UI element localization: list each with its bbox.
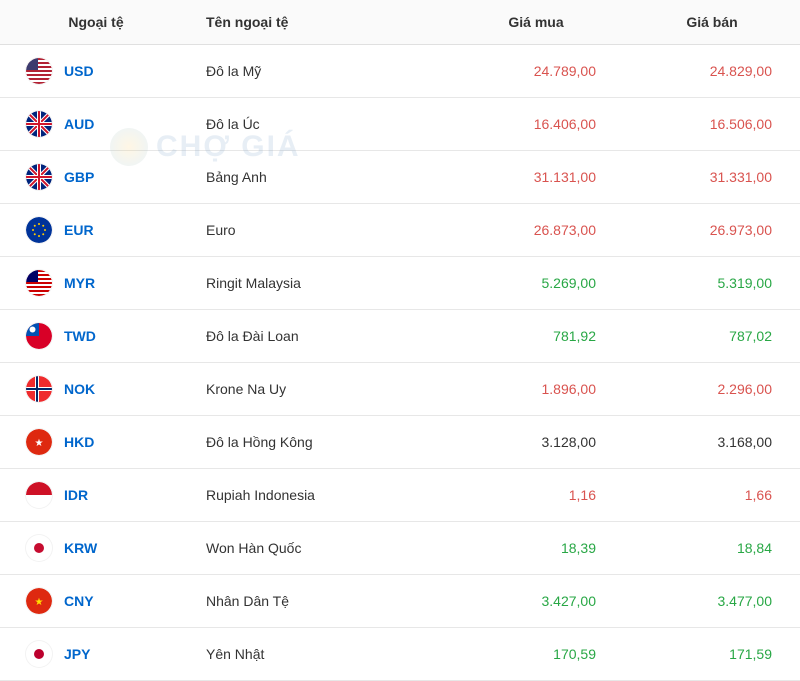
cell-buy: 1.896,00	[448, 363, 624, 416]
cell-name: Đô la Đài Loan	[192, 310, 448, 363]
currency-rates-table: Ngoại tệ Tên ngoại tệ Giá mua Giá bán US…	[0, 0, 800, 681]
cell-sell: 18,84	[624, 522, 800, 575]
table-row: NOK Krone Na Uy 1.896,00 2.296,00	[0, 363, 800, 416]
cell-currency: ★ CNY	[0, 575, 192, 628]
table-row: IDR Rupiah Indonesia 1,16 1,66	[0, 469, 800, 522]
currency-code-link[interactable]: KRW	[64, 540, 97, 556]
cell-sell: 2.296,00	[624, 363, 800, 416]
cell-currency: IDR	[0, 469, 192, 522]
table-row: KRW Won Hàn Quốc 18,39 18,84	[0, 522, 800, 575]
currency-code-link[interactable]: GBP	[64, 169, 94, 185]
currency-code-link[interactable]: CNY	[64, 593, 94, 609]
cell-currency: NOK	[0, 363, 192, 416]
flag-icon: ★	[26, 588, 52, 614]
cell-currency: TWD	[0, 310, 192, 363]
currency-code-link[interactable]: USD	[64, 63, 94, 79]
cell-currency: KRW	[0, 522, 192, 575]
cell-name: Đô la Úc	[192, 98, 448, 151]
cell-sell: 26.973,00	[624, 204, 800, 257]
table-row: MYR Ringit Malaysia 5.269,00 5.319,00	[0, 257, 800, 310]
cell-buy: 26.873,00	[448, 204, 624, 257]
currency-code-link[interactable]: TWD	[64, 328, 96, 344]
flag-icon: ★	[26, 429, 52, 455]
table-body: USD Đô la Mỹ 24.789,00 24.829,00 AUD Đô …	[0, 45, 800, 681]
currency-code-link[interactable]: EUR	[64, 222, 94, 238]
cell-name: Nhân Dân Tệ	[192, 575, 448, 628]
svg-text:★: ★	[35, 438, 44, 449]
cell-sell: 5.319,00	[624, 257, 800, 310]
cell-currency: USD	[0, 45, 192, 98]
svg-text:★: ★	[35, 597, 44, 608]
table-row: TWD Đô la Đài Loan 781,92 787,02	[0, 310, 800, 363]
cell-currency: ★ HKD	[0, 416, 192, 469]
currency-code-link[interactable]: MYR	[64, 275, 95, 291]
cell-buy: 18,39	[448, 522, 624, 575]
cell-sell: 171,59	[624, 628, 800, 681]
cell-buy: 31.131,00	[448, 151, 624, 204]
cell-buy: 5.269,00	[448, 257, 624, 310]
cell-sell: 787,02	[624, 310, 800, 363]
table-row: USD Đô la Mỹ 24.789,00 24.829,00	[0, 45, 800, 98]
cell-buy: 781,92	[448, 310, 624, 363]
cell-currency: MYR	[0, 257, 192, 310]
cell-name: Rupiah Indonesia	[192, 469, 448, 522]
flag-icon	[26, 270, 52, 296]
cell-name: Bảng Anh	[192, 151, 448, 204]
flag-icon	[26, 111, 52, 137]
cell-buy: 1,16	[448, 469, 624, 522]
cell-name: Đô la Mỹ	[192, 45, 448, 98]
cell-sell: 16.506,00	[624, 98, 800, 151]
table-row: JPY Yên Nhật 170,59 171,59	[0, 628, 800, 681]
cell-currency: EUR	[0, 204, 192, 257]
cell-sell: 24.829,00	[624, 45, 800, 98]
cell-currency: GBP	[0, 151, 192, 204]
flag-icon	[26, 164, 52, 190]
header-currency: Ngoại tệ	[0, 0, 192, 45]
flag-icon	[26, 217, 52, 243]
table-row: AUD Đô la Úc 16.406,00 16.506,00	[0, 98, 800, 151]
currency-code-link[interactable]: AUD	[64, 116, 94, 132]
header-sell: Giá bán	[624, 0, 800, 45]
flag-icon	[26, 376, 52, 402]
cell-sell: 3.477,00	[624, 575, 800, 628]
cell-buy: 170,59	[448, 628, 624, 681]
cell-currency: AUD	[0, 98, 192, 151]
flag-icon	[26, 535, 52, 561]
cell-buy: 3.128,00	[448, 416, 624, 469]
table-row: EUR Euro 26.873,00 26.973,00	[0, 204, 800, 257]
table-row: ★ CNY Nhân Dân Tệ 3.427,00 3.477,00	[0, 575, 800, 628]
table-row: ★ HKD Đô la Hồng Kông 3.128,00 3.168,00	[0, 416, 800, 469]
flag-icon	[26, 482, 52, 508]
cell-name: Euro	[192, 204, 448, 257]
flag-icon	[26, 58, 52, 84]
cell-name: Đô la Hồng Kông	[192, 416, 448, 469]
cell-name: Ringit Malaysia	[192, 257, 448, 310]
cell-sell: 1,66	[624, 469, 800, 522]
currency-code-link[interactable]: HKD	[64, 434, 94, 450]
cell-buy: 3.427,00	[448, 575, 624, 628]
cell-currency: JPY	[0, 628, 192, 681]
table-header-row: Ngoại tệ Tên ngoại tệ Giá mua Giá bán	[0, 0, 800, 45]
header-buy: Giá mua	[448, 0, 624, 45]
flag-icon	[26, 641, 52, 667]
cell-name: Yên Nhật	[192, 628, 448, 681]
cell-sell: 3.168,00	[624, 416, 800, 469]
cell-buy: 24.789,00	[448, 45, 624, 98]
flag-icon	[26, 323, 52, 349]
currency-code-link[interactable]: IDR	[64, 487, 88, 503]
header-name: Tên ngoại tệ	[192, 0, 448, 45]
table-row: GBP Bảng Anh 31.131,00 31.331,00	[0, 151, 800, 204]
currency-code-link[interactable]: JPY	[64, 646, 90, 662]
cell-sell: 31.331,00	[624, 151, 800, 204]
cell-name: Won Hàn Quốc	[192, 522, 448, 575]
cell-buy: 16.406,00	[448, 98, 624, 151]
cell-name: Krone Na Uy	[192, 363, 448, 416]
currency-code-link[interactable]: NOK	[64, 381, 95, 397]
